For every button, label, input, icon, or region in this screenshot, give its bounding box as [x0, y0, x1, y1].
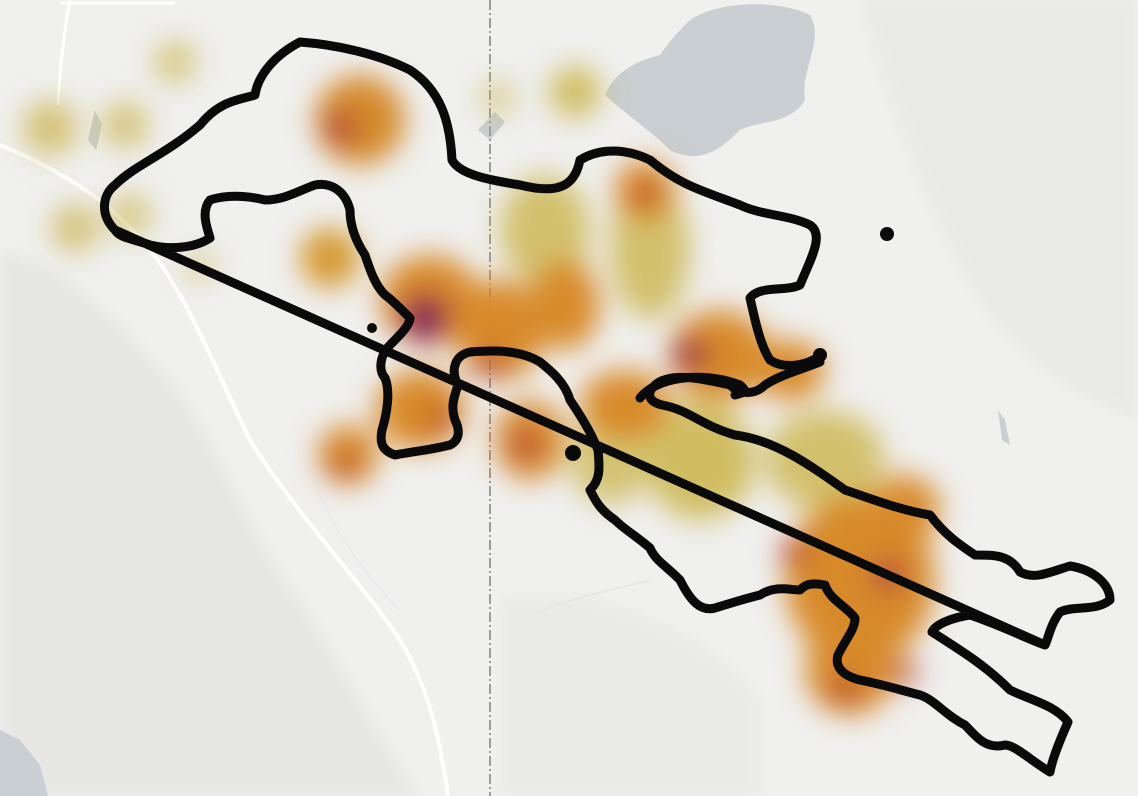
pond — [478, 112, 505, 140]
point-marker-icon[interactable] — [813, 348, 827, 362]
heatmap-layer — [22, 40, 940, 715]
point-marker-icon[interactable] — [367, 323, 377, 333]
point-marker-icon[interactable] — [565, 445, 581, 461]
pond — [0, 730, 48, 796]
lake — [605, 4, 815, 157]
road — [309, 469, 401, 611]
pond — [998, 410, 1010, 445]
outline-layer — [100, 37, 1115, 777]
water-layer — [0, 4, 1010, 796]
road — [56, 0, 72, 106]
outline-polygon-south — [635, 372, 750, 403]
pond — [88, 110, 102, 150]
point-markers — [367, 227, 894, 461]
point-marker-icon[interactable] — [880, 227, 894, 241]
road — [519, 579, 651, 621]
